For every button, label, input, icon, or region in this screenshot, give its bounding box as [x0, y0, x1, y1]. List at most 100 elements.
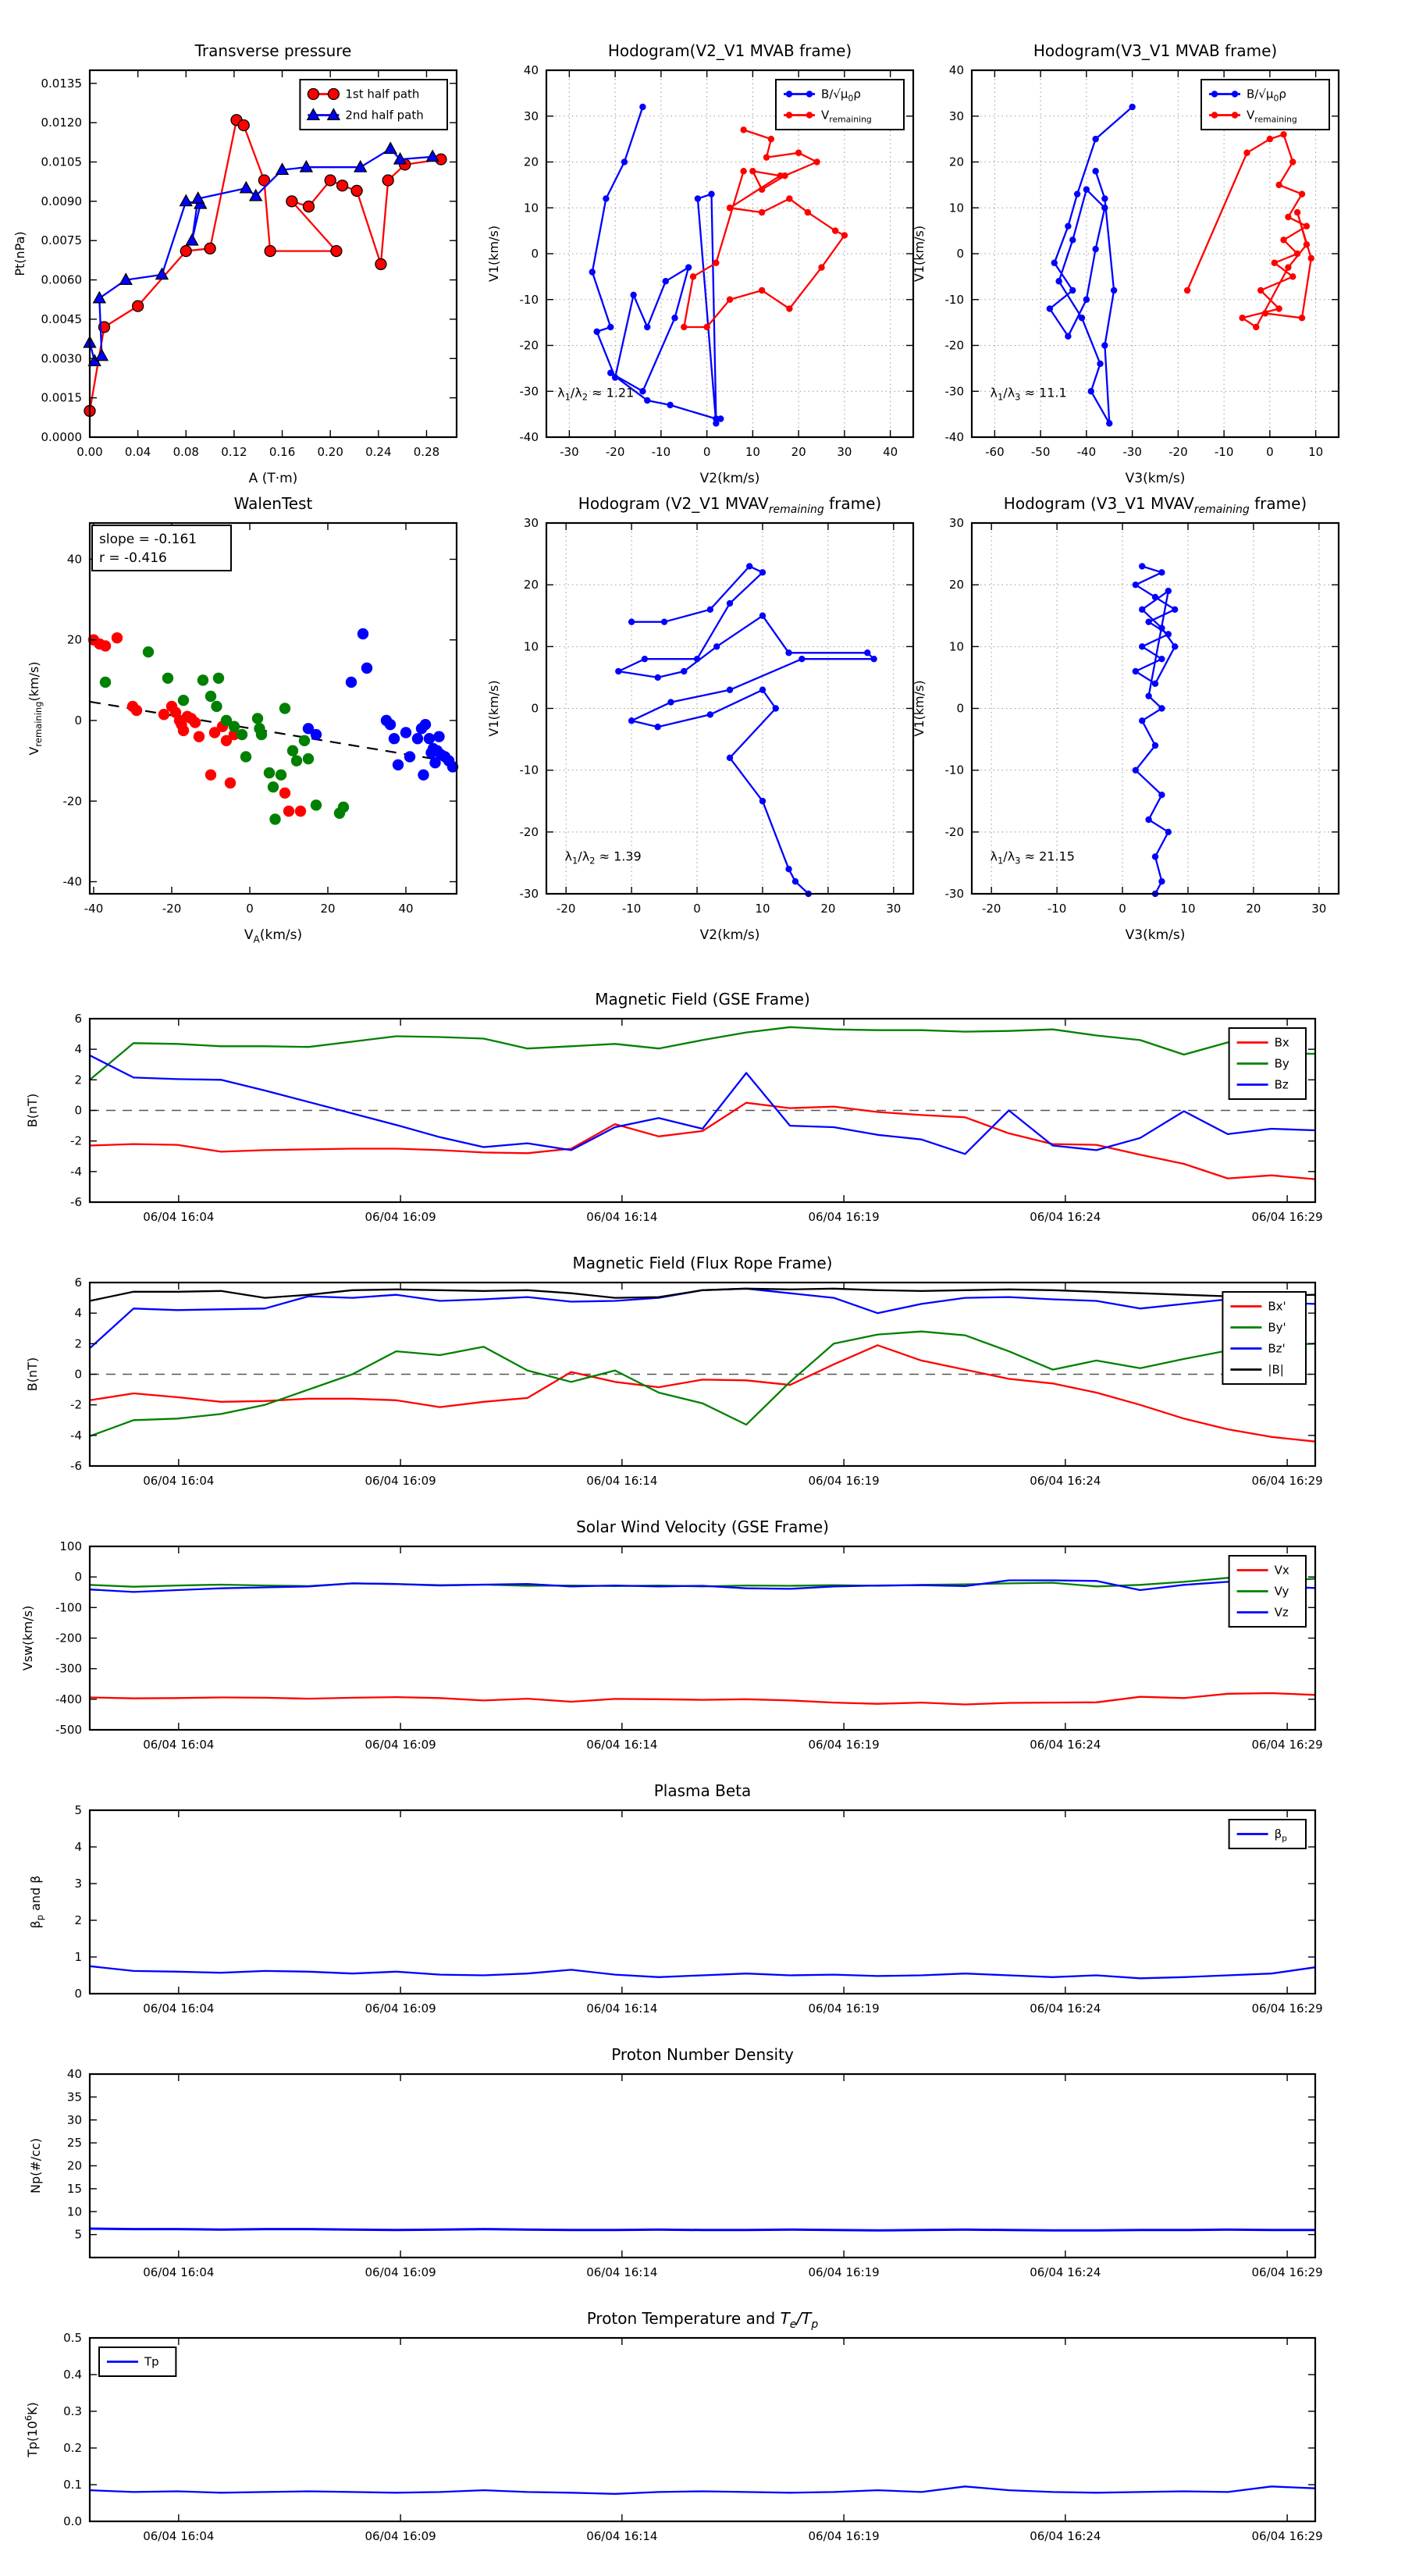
- x-tick-label: 06/04 16:29: [1251, 1738, 1322, 1752]
- walen-points-red: [220, 735, 233, 747]
- vertex-dot: [681, 667, 688, 675]
- vertex-dot: [628, 618, 635, 625]
- x-tick-label: 0: [703, 445, 711, 459]
- y-axis-label: V1(km/s): [486, 680, 501, 736]
- triangle-marker: [119, 272, 133, 286]
- y-tick-label: 10: [524, 201, 539, 215]
- vertex-dot: [759, 612, 767, 619]
- walen-points-green: [286, 745, 299, 756]
- y-axis-label: Vremaining(km/s): [27, 661, 44, 755]
- vertex-dot: [799, 655, 806, 663]
- walen-points-green: [212, 672, 225, 684]
- walen-points-red: [208, 727, 221, 738]
- bz-line: [89, 1054, 1316, 1155]
- panel-proton-number-density: 06/04 16:04 06/04 16:09 06/04 16:14 06/04 1…: [28, 2067, 1323, 2279]
- vertex-dot: [786, 195, 793, 202]
- alfven-velocity-line: [1048, 106, 1133, 425]
- walen-points-green: [279, 703, 291, 714]
- x-tick-label: 06/04 16:09: [365, 1474, 436, 1488]
- vertex-dot: [1101, 342, 1108, 349]
- beta-p-line: [89, 1965, 1316, 1980]
- fit-line-line: [89, 700, 457, 764]
- vertex-dot: [1253, 323, 1260, 331]
- walen-points-red: [130, 704, 143, 717]
- axes-spines: [545, 521, 915, 895]
- y-tick-label: 0.0090: [41, 194, 83, 208]
- x-tick-label: 06/04 16:09: [365, 1210, 436, 1224]
- legend-label: Vz: [1275, 1606, 1289, 1620]
- vertex-dot: [621, 158, 628, 165]
- vertex-dot: [639, 388, 646, 395]
- vertex-dot: [693, 655, 701, 663]
- x-axis-label: V3(km/s): [1126, 471, 1186, 486]
- vertex-dot: [870, 655, 877, 663]
- vertex-dot: [717, 415, 724, 422]
- y-tick-label: 0.5: [63, 2331, 82, 2345]
- info-box-line: slope = -0.161: [99, 532, 197, 547]
- y-tick-label: 0.4: [63, 2368, 82, 2382]
- x-tick-label: 06/04 16:29: [1251, 1210, 1322, 1224]
- vertex-dot: [740, 126, 747, 133]
- vertex-dot: [841, 232, 848, 239]
- triangle-marker: [326, 108, 341, 120]
- vertex-dot: [1165, 631, 1172, 638]
- vertex-dot: [1087, 388, 1094, 395]
- walen-points-blue: [404, 751, 416, 763]
- vertex-dot: [1097, 360, 1104, 368]
- vertex-dot: [1139, 643, 1146, 650]
- x-tick-label: -20: [162, 902, 182, 916]
- x-tick-label: 0: [693, 902, 701, 916]
- vertex-dot: [654, 724, 661, 731]
- walen-points-blue: [419, 718, 432, 731]
- x-tick-label: -30: [1122, 445, 1142, 459]
- circle-marker: [350, 184, 363, 197]
- walen-points-green: [267, 781, 279, 793]
- legend-label: By': [1268, 1321, 1286, 1335]
- y-tick-label: 40: [67, 2067, 82, 2081]
- y-tick-label: -20: [945, 825, 965, 839]
- walen-points-red: [158, 709, 170, 720]
- vertex-dot: [706, 711, 714, 718]
- walen-points-green: [290, 755, 303, 767]
- vertex-dot: [1211, 112, 1218, 119]
- walen-points-red: [224, 777, 237, 789]
- x-tick-label: 06/04 16:29: [1251, 2265, 1322, 2279]
- circle-marker: [375, 258, 387, 271]
- axes-spines: [88, 521, 458, 895]
- vertex-dot: [1158, 624, 1165, 632]
- vertex-dot: [1211, 91, 1218, 98]
- circle-marker: [258, 174, 271, 187]
- vertex-dot: [795, 149, 802, 156]
- legend-label: βp: [1275, 1827, 1288, 1844]
- y-axis-label: V1(km/s): [912, 680, 927, 736]
- walen-points-green: [255, 728, 268, 741]
- vertex-dot: [703, 323, 710, 331]
- walen-points-blue: [361, 662, 373, 674]
- vertex-dot: [1051, 259, 1058, 266]
- legend-label: Vremaining: [1247, 109, 1297, 125]
- x-tick-label: -20: [606, 445, 625, 459]
- vertex-dot: [1280, 237, 1287, 244]
- vertex-dot: [603, 195, 610, 202]
- x-tick-label: 06/04 16:14: [586, 2529, 657, 2543]
- vertex-dot: [607, 369, 614, 376]
- y-tick-label: -30: [520, 384, 539, 398]
- x-axis-label: V2(km/s): [700, 471, 760, 486]
- walen-points-green: [263, 767, 276, 779]
- first-half-path-line: [88, 119, 442, 411]
- panel-magnetic-field-flux-rope: 06/04 16:04 06/04 16:09 06/04 16:14 06/04 1…: [25, 1276, 1323, 1488]
- y-tick-label: 20: [67, 633, 82, 647]
- y-tick-label: 5: [74, 1803, 82, 1817]
- y-tick-label: -10: [945, 293, 965, 307]
- vertex-dot: [660, 618, 668, 625]
- vertex-dot: [726, 205, 734, 212]
- lambda-ratio-annotation: λ1/λ3 ≈ 21.15: [991, 849, 1075, 866]
- vertex-dot: [1055, 278, 1062, 285]
- x-tick-label: 06/04 16:14: [586, 2001, 657, 2016]
- vertex-dot: [667, 401, 674, 409]
- vertex-dot: [689, 273, 697, 280]
- vertex-dot: [1132, 667, 1140, 675]
- walen-points-green: [99, 676, 112, 688]
- vertex-dot: [1151, 680, 1159, 688]
- x-tick-label: 20: [1246, 902, 1261, 916]
